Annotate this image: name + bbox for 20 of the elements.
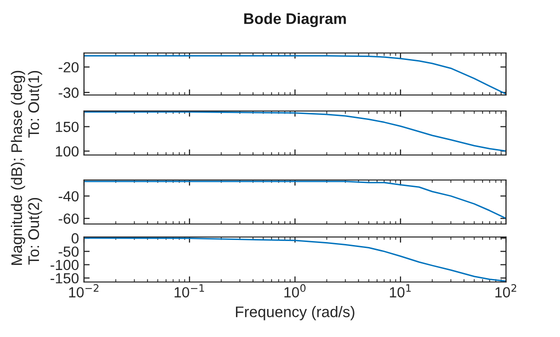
y-axis-title: To: Out(1) bbox=[28, 70, 42, 138]
y-tick-label: -20 bbox=[58, 62, 79, 72]
y-tick-label: -40 bbox=[58, 191, 79, 202]
y-tick-label: 150 bbox=[56, 122, 79, 132]
y-axis-title: To: Out(2) bbox=[28, 198, 42, 265]
x-tick-label: 10$^{0}$ bbox=[284, 284, 306, 298]
y-tick-label: -100 bbox=[50, 260, 79, 270]
y-tick-label: -50 bbox=[58, 246, 79, 257]
x-tick-label: 10$^{−1}$ bbox=[174, 284, 204, 298]
text: Magnitude (dB); Phase (deg) bbox=[10, 70, 26, 265]
x-tick-label: 10$^{1}$ bbox=[390, 284, 411, 298]
chart-title: Bode Diagram bbox=[244, 12, 346, 28]
y-tick-label: 0 bbox=[72, 233, 79, 244]
y-tick-label: -30 bbox=[58, 88, 79, 98]
y-tick-label: 100 bbox=[56, 146, 79, 157]
y-tick-label: -150 bbox=[50, 273, 79, 284]
x-tick-label: 10$^{−2}$ bbox=[69, 284, 98, 298]
x-tick-label: 10$^{2}$ bbox=[495, 284, 516, 298]
y-tick-label: -60 bbox=[58, 214, 79, 224]
x-axis-title: Frequency (rad/s) bbox=[236, 306, 354, 320]
